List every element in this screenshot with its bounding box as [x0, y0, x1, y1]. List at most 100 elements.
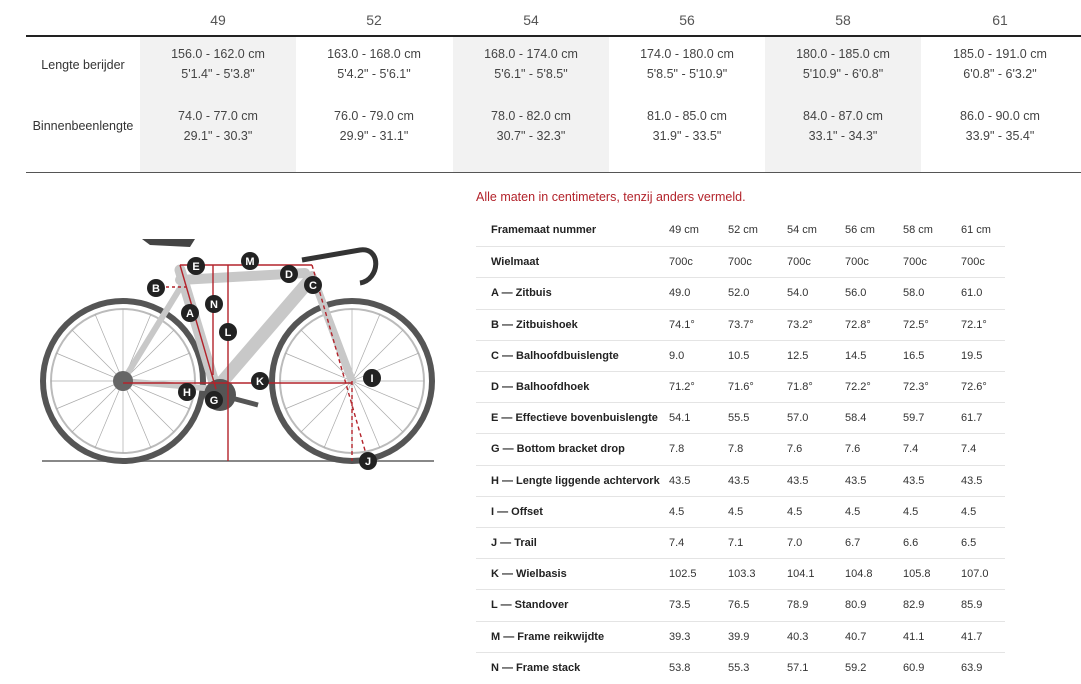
geometry-row-label: H — Lengte liggende achtervork — [491, 474, 660, 487]
geometry-value: 700c — [669, 256, 693, 269]
marker-k: K — [251, 372, 269, 390]
geometry-value: 71.2° — [669, 381, 695, 393]
marker-i: I — [363, 369, 381, 387]
geometry-value: 72.8° — [845, 318, 871, 331]
geometry-value: 7.8 — [728, 443, 744, 456]
geometry-row-label: L — Standover — [491, 599, 569, 612]
geometry-value: 10.5 — [728, 349, 750, 362]
geometry-value: 4.5 — [845, 505, 861, 518]
rider-height-cell: 174.0 - 180.0 cm 5'8.5" - 5'10.9" — [640, 47, 734, 81]
size-header-58: 58 — [835, 12, 851, 28]
geometry-row-label: K — Wielbasis — [491, 568, 567, 581]
geometry-value: 85.9 — [961, 599, 983, 612]
geometry-value: 56.0 — [845, 287, 867, 300]
geometry-value: 7.4 — [961, 443, 977, 456]
geometry-row-label: M — Frame reikwijdte — [491, 630, 605, 643]
column-shade — [765, 37, 921, 172]
geometry-value: 58.0 — [903, 287, 925, 300]
geometry-value: 700c — [845, 256, 869, 269]
marker-n: N — [205, 295, 223, 313]
size-header-56: 56 — [679, 12, 695, 28]
svg-text:M: M — [245, 256, 254, 268]
geometry-value: 76.5 — [728, 599, 750, 612]
geometry-value: 43.5 — [903, 474, 925, 487]
geometry-value: 4.5 — [669, 505, 685, 518]
marker-j: J — [359, 452, 377, 470]
rider-height-cell: 180.0 - 185.0 cm 5'10.9" - 6'0.8" — [796, 47, 890, 81]
geometry-value: 59.2 — [845, 661, 867, 674]
geometry-row-label: N — Frame stack — [491, 661, 581, 674]
geometry-value: 73.7° — [728, 318, 754, 331]
marker-l: L — [219, 323, 237, 341]
svg-text:J: J — [365, 456, 371, 468]
rider-height-cell: 156.0 - 162.0 cm 5'1.4" - 5'3.8" — [171, 47, 265, 81]
geometry-value: 105.8 — [903, 568, 931, 581]
geometry-value: 107.0 — [961, 568, 989, 581]
geometry-row-label: D — Balhoofdhoek — [491, 381, 590, 393]
geometry-header-row: Framemaat nummer 49 cm 52 cm 54 cm 56 cm 58 c… — [476, 215, 1005, 246]
row-label-inseam: Binnenbeenlengte — [32, 119, 134, 133]
geometry-value: 49 cm — [669, 224, 699, 236]
svg-text:A: A — [186, 308, 194, 320]
geometry-value: 40.7 — [845, 630, 867, 643]
svg-text:N: N — [210, 299, 218, 311]
size-header-54: 54 — [523, 12, 539, 28]
geometry-value: 6.7 — [845, 537, 861, 549]
geometry-value: 71.8° — [787, 381, 813, 393]
svg-text:K: K — [256, 376, 264, 388]
size-header-49: 49 — [210, 12, 226, 28]
inseam-cell: 84.0 - 87.0 cm 33.1" - 34.3" — [803, 109, 883, 143]
svg-text:H: H — [183, 387, 191, 399]
geometry-row-label: B — Zitbuishoek — [491, 318, 578, 331]
geometry-value: 56 cm — [845, 224, 875, 236]
rider-height-cell: 163.0 - 168.0 cm 5'4.2" - 5'6.1" — [327, 47, 421, 81]
geometry-row: Wielmaat 700c 700c 700c 700c 700c 700c — [476, 246, 1005, 278]
geometry-value: 7.4 — [669, 537, 685, 549]
geometry-value: 71.6° — [728, 381, 754, 393]
geometry-value: 43.5 — [728, 474, 750, 487]
geometry-value: 43.5 — [669, 474, 691, 487]
inseam-cell: 74.0 - 77.0 cm 29.1" - 30.3" — [178, 109, 258, 143]
geometry-value: 39.9 — [728, 630, 750, 643]
geometry-value: 78.9 — [787, 599, 809, 612]
geometry-row: J — Trail 7.4 7.1 7.0 6.7 6.6 6.5 — [476, 527, 1005, 559]
geometry-value: 61.7 — [961, 412, 983, 425]
svg-text:C: C — [309, 280, 317, 292]
geometry-row: A — Zitbuis 49.0 52.0 54.0 56.0 58.0 61.0 — [476, 277, 1005, 309]
geometry-value: 55.3 — [728, 661, 750, 674]
geometry-value: 700c — [787, 256, 811, 269]
geometry-value: 73.5 — [669, 599, 691, 612]
geometry-value: 7.6 — [845, 443, 861, 456]
geometry-value: 7.1 — [728, 537, 744, 549]
geometry-value: 57.0 — [787, 412, 809, 425]
geometry-row: M — Frame reikwijdte 39.3 39.9 40.3 40.7 41.1… — [476, 620, 1005, 653]
geometry-value: 82.9 — [903, 599, 925, 612]
geometry-value: 52 cm — [728, 224, 758, 236]
inseam-cell: 76.0 - 79.0 cm 29.9" - 31.1" — [334, 109, 414, 143]
geometry-row: L — Standover 73.5 76.5 78.9 80.9 82.9 85.9 — [476, 589, 1005, 621]
geometry-value: 54.1 — [669, 412, 691, 425]
inseam-cell: 86.0 - 90.0 cm 33.9" - 35.4" — [960, 109, 1040, 143]
handlebar — [301, 247, 379, 286]
geometry-value: 72.2° — [845, 381, 871, 393]
marker-a: A — [181, 304, 199, 322]
geometry-value: 55.5 — [728, 412, 750, 425]
geometry-value: 104.8 — [845, 568, 873, 581]
geometry-value: 7.4 — [903, 443, 919, 456]
inseam-cell: 81.0 - 85.0 cm 31.9" - 33.5" — [647, 109, 727, 143]
geometry-value: 6.6 — [903, 537, 919, 549]
geometry-value: 58 cm — [903, 224, 933, 236]
geometry-value: 7.8 — [669, 443, 685, 456]
size-header-61: 61 — [992, 12, 1008, 28]
geometry-value: 43.5 — [845, 474, 867, 487]
geometry-value: 7.6 — [787, 443, 803, 456]
geometry-row-label: I — Offset — [491, 505, 543, 518]
geometry-value: 12.5 — [787, 349, 809, 362]
rear-derailleur — [113, 371, 133, 391]
marker-g: G — [205, 391, 223, 409]
geometry-value: 9.0 — [669, 349, 685, 362]
row-label-rider-height: Lengte berijder — [41, 58, 125, 72]
geometry-value: 700c — [961, 256, 985, 269]
svg-text:G: G — [210, 395, 219, 407]
geometry-value: 4.5 — [728, 505, 744, 518]
